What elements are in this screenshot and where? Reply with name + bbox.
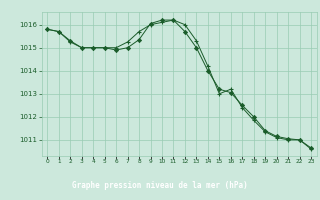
Text: Graphe pression niveau de la mer (hPa): Graphe pression niveau de la mer (hPa) <box>72 182 248 190</box>
